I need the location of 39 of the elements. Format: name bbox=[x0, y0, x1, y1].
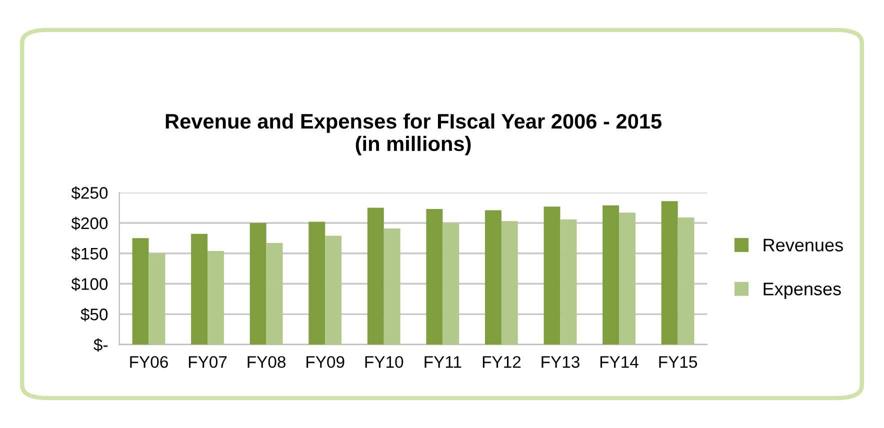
bar bbox=[325, 236, 342, 345]
bar bbox=[544, 206, 560, 345]
y-tick-label: $150 bbox=[71, 247, 108, 261]
x-tick-label: FY06 bbox=[130, 356, 168, 368]
x-tick-label: FY11 bbox=[424, 356, 462, 368]
x-tick-label: FY15 bbox=[659, 356, 698, 368]
y-tick-label: $- bbox=[94, 338, 108, 352]
y-tick-label: $50 bbox=[80, 308, 108, 322]
bar bbox=[367, 208, 384, 345]
bar bbox=[132, 238, 149, 345]
y-tick-label: $200 bbox=[71, 216, 108, 230]
x-tick-label: FY08 bbox=[248, 356, 286, 368]
x-tick-label: FY14 bbox=[600, 356, 638, 368]
x-tick-label: FY12 bbox=[482, 356, 521, 368]
bar bbox=[501, 221, 518, 345]
x-tick-label: FY09 bbox=[306, 356, 344, 368]
bar bbox=[560, 219, 577, 345]
bar bbox=[661, 201, 678, 345]
bar bbox=[484, 210, 502, 345]
chart-title: Revenue and Expenses for FIscal Year 2006 - 2015 (in millions) bbox=[166, 113, 662, 156]
bar bbox=[208, 250, 224, 345]
bar bbox=[619, 212, 636, 345]
bar bbox=[250, 222, 266, 345]
legend-label: Revenues bbox=[764, 238, 843, 252]
x-tick-label: FY13 bbox=[542, 356, 580, 368]
bar bbox=[384, 228, 400, 345]
bar bbox=[308, 222, 326, 345]
bar bbox=[266, 243, 283, 345]
bar bbox=[678, 218, 694, 345]
bar bbox=[148, 253, 166, 345]
x-tick-label: FY07 bbox=[188, 356, 227, 368]
bar bbox=[442, 222, 460, 345]
legend-label: Expenses bbox=[764, 282, 841, 299]
y-tick-label: $250 bbox=[71, 186, 108, 200]
bar bbox=[602, 205, 620, 345]
bar bbox=[426, 209, 443, 345]
x-tick-label: FY10 bbox=[365, 356, 404, 368]
y-tick-label: $100 bbox=[71, 277, 108, 291]
bar bbox=[191, 234, 208, 345]
